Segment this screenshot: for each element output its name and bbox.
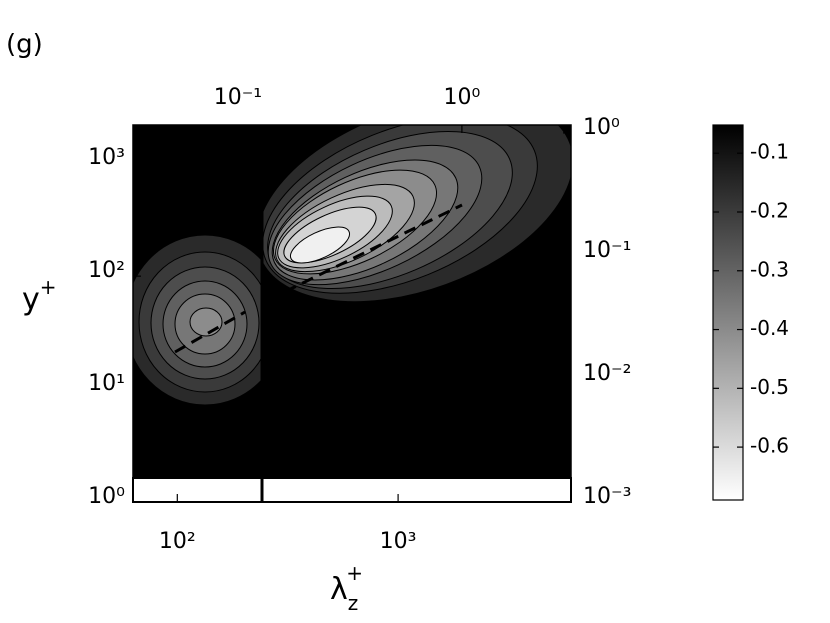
panel-label: (g) bbox=[6, 30, 43, 60]
y-tick-label: 10¹ bbox=[88, 371, 125, 396]
contours-left bbox=[133, 234, 262, 406]
plot-frame bbox=[132, 124, 572, 503]
colorbar bbox=[712, 124, 744, 501]
x-tick-label: 10² bbox=[159, 529, 196, 554]
y-tick-label: 10³ bbox=[88, 145, 125, 170]
colorbar-tick-label: -0.5 bbox=[750, 375, 789, 399]
dashed-line bbox=[174, 310, 246, 354]
colorbar-tick-label: -0.2 bbox=[750, 198, 789, 222]
y2-tick-label: 10⁻³ bbox=[583, 484, 631, 509]
contours-right bbox=[262, 125, 571, 303]
x-label-sup: + bbox=[346, 561, 363, 585]
y2-tick-label: 10⁰ bbox=[583, 115, 620, 140]
y-axis-label: y+ bbox=[22, 275, 57, 317]
y2-tick-label: 10⁻² bbox=[583, 361, 631, 386]
bottom-strip bbox=[132, 477, 572, 503]
colorbar-tick-label: -0.1 bbox=[750, 140, 789, 164]
x2-tick-label: 10⁰ bbox=[443, 85, 480, 110]
y-label-sup: + bbox=[40, 275, 57, 299]
y2-tick-label: 10⁻¹ bbox=[583, 238, 631, 263]
x-label-base: λ bbox=[330, 572, 348, 607]
x2-tick-label: 10⁻¹ bbox=[214, 85, 262, 110]
colorbar-tick-label: -0.4 bbox=[750, 316, 789, 340]
dashed-line bbox=[267, 203, 463, 302]
y-label-base: y bbox=[22, 282, 40, 317]
colorbar-tick-label: -0.3 bbox=[750, 257, 789, 281]
x-axis-label: λz + bbox=[330, 561, 363, 615]
x-label-sub: z bbox=[348, 591, 359, 615]
y-tick-label: 10² bbox=[88, 258, 125, 283]
colorbar-tick-label: -0.6 bbox=[750, 434, 789, 458]
y-tick-label: 10⁰ bbox=[88, 484, 125, 509]
x-tick-label: 10³ bbox=[380, 529, 417, 554]
